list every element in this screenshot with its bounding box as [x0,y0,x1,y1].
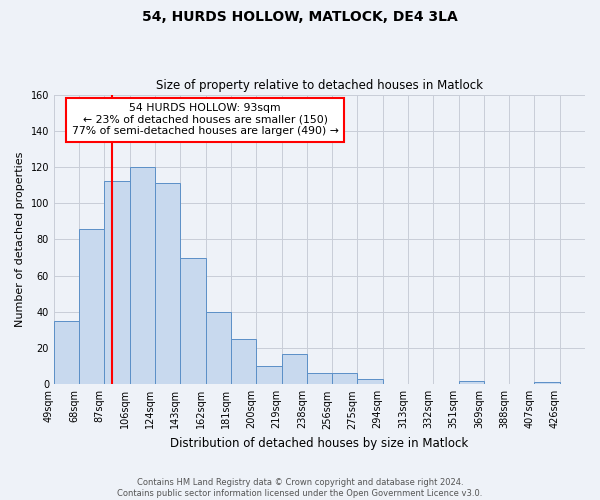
Bar [79,228,104,384]
Bar [281,354,307,384]
Text: 54 HURDS HOLLOW: 93sqm
← 23% of detached houses are smaller (150)
77% of semi-de: 54 HURDS HOLLOW: 93sqm ← 23% of detached… [72,103,339,136]
Bar [54,321,79,384]
Y-axis label: Number of detached properties: Number of detached properties [15,152,25,327]
Title: Size of property relative to detached houses in Matlock: Size of property relative to detached ho… [156,79,483,92]
Bar [130,167,155,384]
Bar [458,380,484,384]
Bar [104,182,130,384]
Bar [231,339,256,384]
Bar [155,184,181,384]
Bar [332,374,358,384]
Bar [535,382,560,384]
Text: 54, HURDS HOLLOW, MATLOCK, DE4 3LA: 54, HURDS HOLLOW, MATLOCK, DE4 3LA [142,10,458,24]
Bar [256,366,281,384]
Bar [307,374,332,384]
Bar [181,258,206,384]
Bar [206,312,231,384]
Bar [358,379,383,384]
X-axis label: Distribution of detached houses by size in Matlock: Distribution of detached houses by size … [170,437,469,450]
Text: Contains HM Land Registry data © Crown copyright and database right 2024.
Contai: Contains HM Land Registry data © Crown c… [118,478,482,498]
